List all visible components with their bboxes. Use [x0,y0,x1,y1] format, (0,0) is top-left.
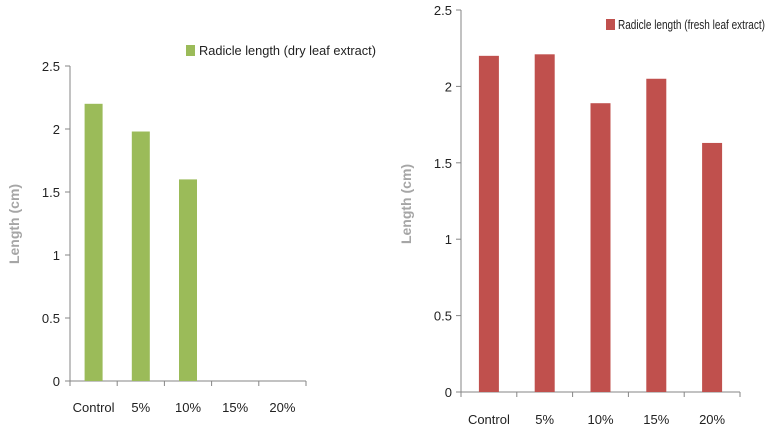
legend-label: Radicle length (dry leaf extract) [199,43,376,58]
category-labels: Control 5% 10% 15% 20% [69,381,307,415]
legend-swatch [186,45,195,56]
y-ticks: 0 0.5 1 1.5 2 2.5 [42,59,70,389]
y-tick-label: 2.5 [42,59,60,74]
y-tick-label: 1 [445,232,452,247]
y-tick-label: 2 [53,122,60,137]
y-tick-label: 0 [445,385,452,400]
legend: Radicle length (fresh leaf extract) [606,17,765,32]
y-tick-label: 0.5 [42,311,60,326]
x-tick-label: 5% [131,400,150,415]
y-tick-label: 2.5 [434,3,452,18]
fresh-leaf-chart: Length (cm) 0 0.5 1 1.5 2 2.5 Control 5% 10% 15%… [398,3,765,427]
legend-label: Radicle length (fresh leaf extract) [618,17,765,32]
category-labels: Control 5% 10% 15% 20% [460,392,741,427]
y-tick-label: 0.5 [434,309,452,324]
y-tick-label: 1.5 [434,156,452,171]
x-tick-label: 10% [175,400,201,415]
x-tick-label: 5% [535,412,554,427]
bar [84,103,103,382]
bar [131,131,150,381]
y-axis-title: Length (cm) [6,184,22,264]
x-tick-label: 20% [269,400,295,415]
dry-leaf-chart: Length (cm) 0 0.5 1 1.5 2 2.5 Control 5% 10% 15%… [6,43,376,415]
y-tick-label: 0 [53,374,60,389]
y-ticks: 0 0.5 1 1.5 2 2.5 [434,3,461,400]
y-tick-label: 2 [445,79,452,94]
x-tick-label: 15% [222,400,248,415]
bar [478,55,499,393]
x-tick-label: 10% [587,412,613,427]
legend: Radicle length (dry leaf extract) [186,43,376,58]
y-tick-label: 1.5 [42,185,60,200]
x-tick-label: 15% [643,412,669,427]
bar [534,54,555,392]
bar [646,78,667,392]
legend-swatch [606,19,615,30]
y-axis-title: Length (cm) [398,164,414,244]
bars [478,54,723,393]
bar [702,142,723,392]
bar [179,179,197,381]
x-tick-label: Control [468,412,510,427]
bar [590,103,611,392]
x-tick-label: 20% [699,412,725,427]
x-tick-label: Control [73,400,115,415]
y-tick-label: 1 [53,248,60,263]
bars [84,103,197,382]
